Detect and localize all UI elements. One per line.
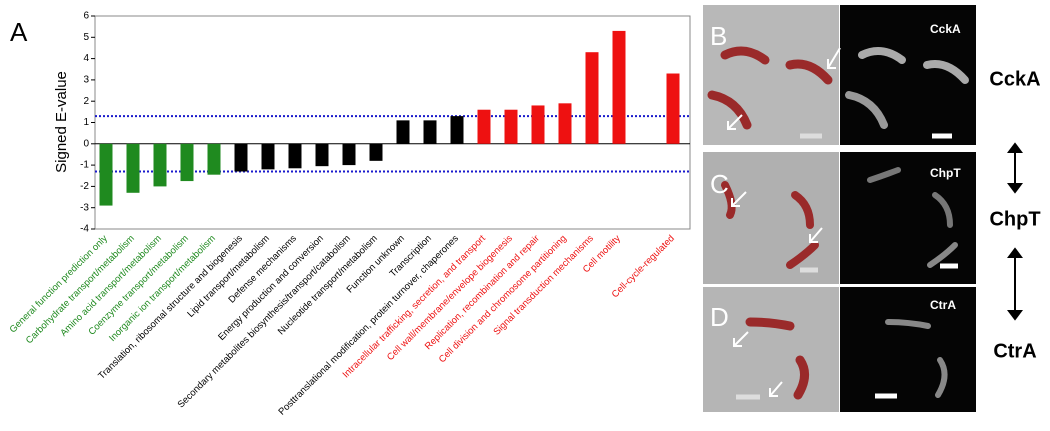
bar [289, 144, 302, 168]
bar [559, 103, 572, 143]
bar [316, 144, 329, 166]
bar [532, 105, 545, 143]
microscopy [703, 5, 1021, 412]
image-label: CckA [930, 22, 961, 36]
y-tick-label: 0 [83, 138, 89, 149]
y-tick-label: 2 [83, 96, 89, 107]
image-label: ChpT [930, 166, 961, 180]
bar [208, 144, 221, 175]
y-tick-label: -1 [80, 160, 89, 171]
y-tick-label: 6 [83, 11, 89, 22]
bar [586, 52, 599, 144]
protein-label: CtrA [993, 340, 1036, 362]
cell [750, 322, 790, 326]
panel-label: A [10, 17, 28, 47]
panel-letter: C [710, 169, 729, 199]
double-arrows [1009, 144, 1021, 319]
panel-letter: D [710, 302, 729, 332]
bar [397, 120, 410, 143]
bar [451, 116, 464, 144]
bar [262, 144, 275, 170]
bar [505, 110, 518, 144]
y-tick-label: 5 [83, 32, 89, 43]
bar [667, 74, 680, 144]
bar [181, 144, 194, 181]
bar [424, 120, 437, 143]
y-axis-label: Signed E-value [53, 71, 70, 173]
y-tick-label: -2 [80, 181, 89, 192]
protein-label: CckA [989, 68, 1040, 90]
y-tick-label: 3 [83, 75, 89, 86]
bar [235, 144, 248, 172]
protein-label: ChpT [989, 208, 1040, 230]
x-tick-label: General function prediction only [8, 233, 110, 335]
bar [613, 31, 626, 144]
bar [154, 144, 167, 187]
plot-frame [95, 16, 690, 229]
bar [100, 144, 113, 206]
figure: A Signed E-value [0, 0, 1050, 426]
bar [478, 110, 491, 144]
bar [127, 144, 140, 193]
bar [370, 144, 383, 161]
bar [343, 144, 356, 165]
y-tick-label: 1 [83, 117, 89, 128]
x-tick-label: Coenzyme transport/metabolism [86, 233, 191, 338]
y-tick-label: -3 [80, 202, 89, 213]
panel-letter: B [710, 21, 727, 51]
y-tick-label: 4 [83, 53, 89, 64]
y-tick-label: -4 [80, 224, 89, 235]
image-label: CtrA [930, 298, 956, 312]
